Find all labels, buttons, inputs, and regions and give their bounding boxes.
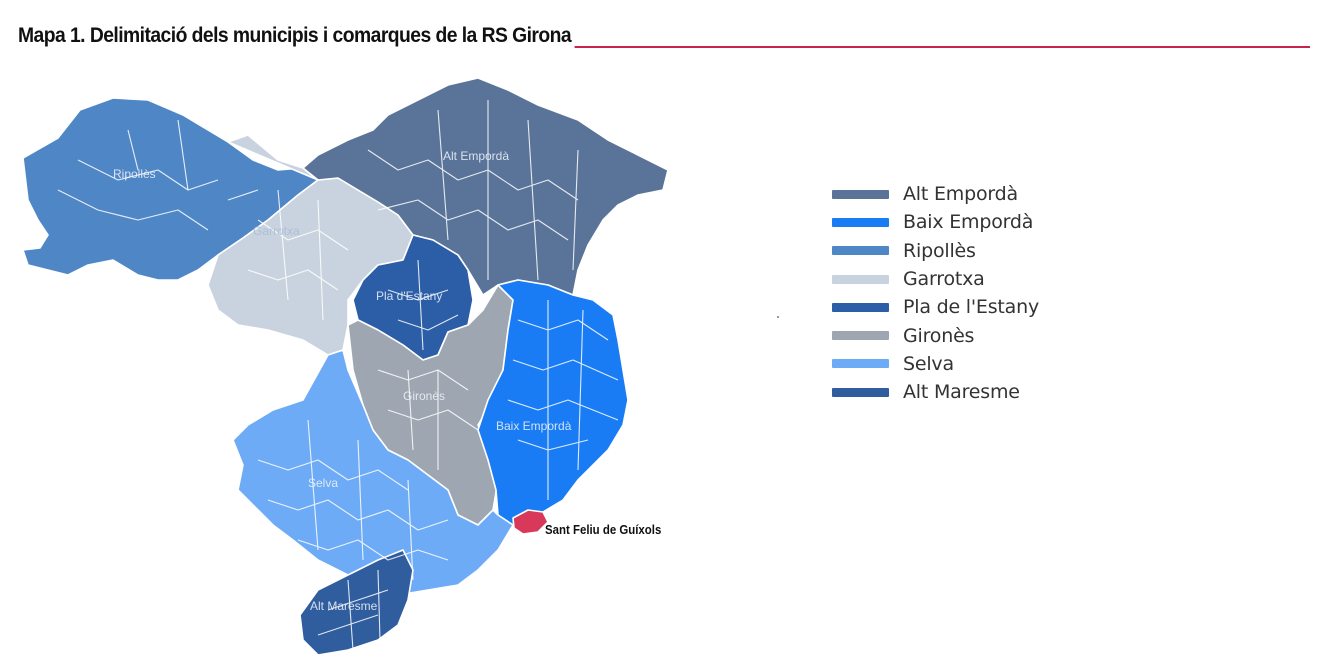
region-alt-maresme [299,549,414,656]
legend-label: Ripollès [903,239,976,262]
legend-label: Baix Empordà [903,211,1034,234]
legend-item-pla-estany: Pla de l'Estany [832,293,1039,321]
highlight-label: Sant Feliu de Guíxols [545,522,662,537]
label-alt-emporda: Alt Empordà [443,149,509,163]
map-girona: Ripollès Garrotxa Alt Empordà Pla d'Esta… [18,70,688,660]
region-selva [232,349,514,596]
legend-label: Pla de l'Estany [903,296,1039,319]
label-girones: Gironès [403,389,445,403]
legend-item-girones: Gironès [832,321,1039,349]
legend-swatch [832,302,889,312]
legend-swatch [832,274,889,284]
region-alt-emporda [302,77,669,296]
region-sant-feliu-guixols [512,509,549,535]
legend-item-baix-emporda: Baix Empordà [832,208,1039,236]
legend-label: Alt Empordà [903,183,1018,206]
label-ripolles: Ripollès [113,167,156,181]
region-baix-emporda [477,279,629,526]
map-svg: Ripollès Garrotxa Alt Empordà Pla d'Esta… [22,77,669,656]
legend-label: Selva [903,352,954,375]
label-alt-maresme: Alt Maresme [310,599,378,613]
municipality-boundaries [57,100,619,651]
legend-swatch [832,387,889,397]
legend-label: Alt Maresme [903,381,1020,404]
legend: Alt Empordà Baix Empordà Ripollès Garrot… [832,180,1039,406]
stray-dot [777,316,779,318]
legend-item-ripolles: Ripollès [832,237,1039,265]
label-selva: Selva [308,476,338,490]
legend-swatch [832,246,889,256]
label-garrotxa: Garrotxa [253,224,300,238]
legend-swatch [832,359,889,369]
legend-item-selva: Selva [832,350,1039,378]
legend-item-garrotxa: Garrotxa [832,265,1039,293]
legend-swatch [832,331,889,341]
label-baix-emporda: Baix Empordà [496,419,572,433]
legend-item-alt-maresme: Alt Maresme [832,378,1039,406]
legend-swatch [832,189,889,199]
title-bar: Mapa 1. Delimitació dels municipis i com… [18,24,1310,48]
legend-item-alt-emporda: Alt Empordà [832,180,1039,208]
legend-swatch [832,217,889,227]
label-pla-estany: Pla d'Estany [376,289,442,303]
map-title: Mapa 1. Delimitació dels municipis i com… [18,24,575,48]
legend-label: Garrotxa [903,268,985,291]
legend-label: Gironès [903,324,975,347]
